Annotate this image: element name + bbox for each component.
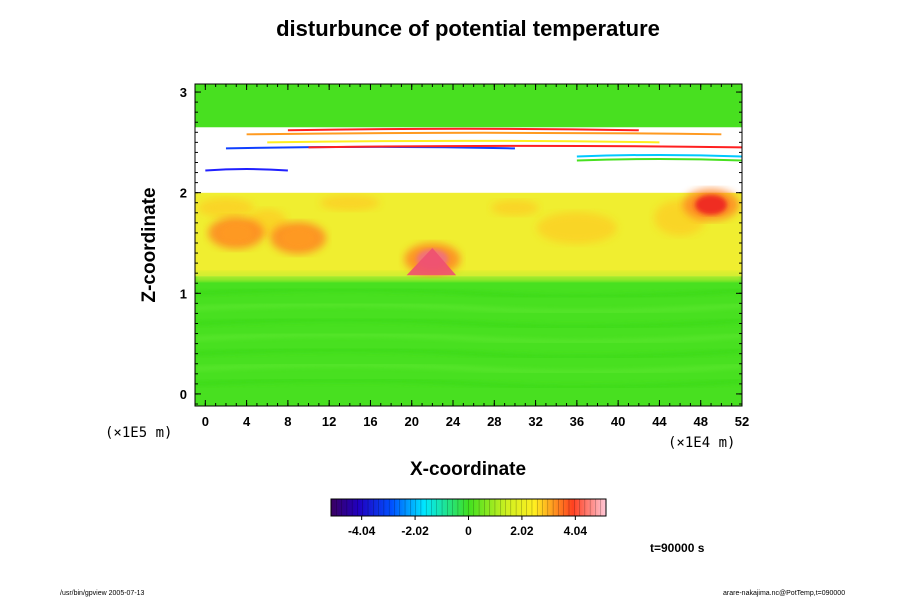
x-tick-label: 36 [570, 414, 584, 429]
colorbar-tick-label: 0 [465, 524, 472, 538]
x-tick-label: 52 [735, 414, 749, 429]
gap-streak [246, 131, 722, 136]
texture-streak [195, 347, 742, 360]
x-tick-label: 12 [322, 414, 336, 429]
x-tick-label: 4 [243, 414, 251, 429]
x-tick-label: 16 [363, 414, 377, 429]
footer-right: arare-nakajima.nc@PotTemp,t=090000 [723, 590, 846, 597]
y-tick-label: 1 [180, 286, 187, 301]
heat-region [195, 84, 742, 128]
gap-streak [308, 144, 742, 149]
gap-streak [205, 168, 288, 172]
texture-streak [195, 316, 742, 330]
x-tick-label: 32 [528, 414, 542, 429]
y-tick-label: 2 [180, 186, 187, 201]
y-axis-unit: (×1E5 m) [105, 425, 173, 441]
plot-frame [194, 83, 743, 407]
x-tick-label: 40 [611, 414, 625, 429]
colorbar-tick-label: -2.02 [401, 524, 429, 538]
x-tick-label: 0 [202, 414, 209, 429]
warm-patch [197, 197, 254, 218]
colorbar-tick-label: 2.02 [510, 524, 534, 538]
x-tick-label: 44 [652, 414, 667, 429]
x-axis-label: X-coordinate [409, 459, 527, 480]
x-tick-label: 28 [487, 414, 501, 429]
warm-patch [490, 199, 539, 216]
warm-core [406, 248, 457, 276]
gap-streak [576, 157, 742, 162]
warm-patch [536, 211, 617, 244]
x-tick-label: 8 [284, 414, 291, 429]
transition-band [195, 271, 742, 282]
footer-left: /usr/bin/gpview 2005-07-13 [60, 590, 145, 597]
warm-blob [282, 227, 315, 248]
warm-blob [220, 222, 253, 243]
gap-streak [267, 139, 660, 144]
warm-blob [695, 194, 728, 215]
texture-streak [195, 286, 742, 300]
x-tick-label: 24 [446, 414, 461, 429]
time-label: t=90000 s [650, 541, 705, 555]
x-tick-label: 48 [693, 414, 707, 429]
colorbar-tick-label: 4.04 [564, 524, 588, 538]
texture-streak [195, 377, 742, 390]
gap-streak [576, 153, 742, 158]
y-tick-label: 0 [180, 387, 187, 402]
colorbar-tick-label: -4.04 [348, 524, 376, 538]
gap-streak [287, 127, 639, 132]
texture-streak [195, 362, 742, 375]
chart-title: disturbunce of potential temperature [276, 16, 660, 41]
texture-streak [195, 332, 742, 345]
texture-streak [195, 301, 742, 315]
x-tick-label: 20 [405, 414, 419, 429]
warm-patch [319, 194, 380, 211]
x-axis-unit: (×1E4 m) [668, 435, 736, 451]
y-tick-label: 3 [180, 85, 187, 100]
heat-region [195, 127, 742, 193]
